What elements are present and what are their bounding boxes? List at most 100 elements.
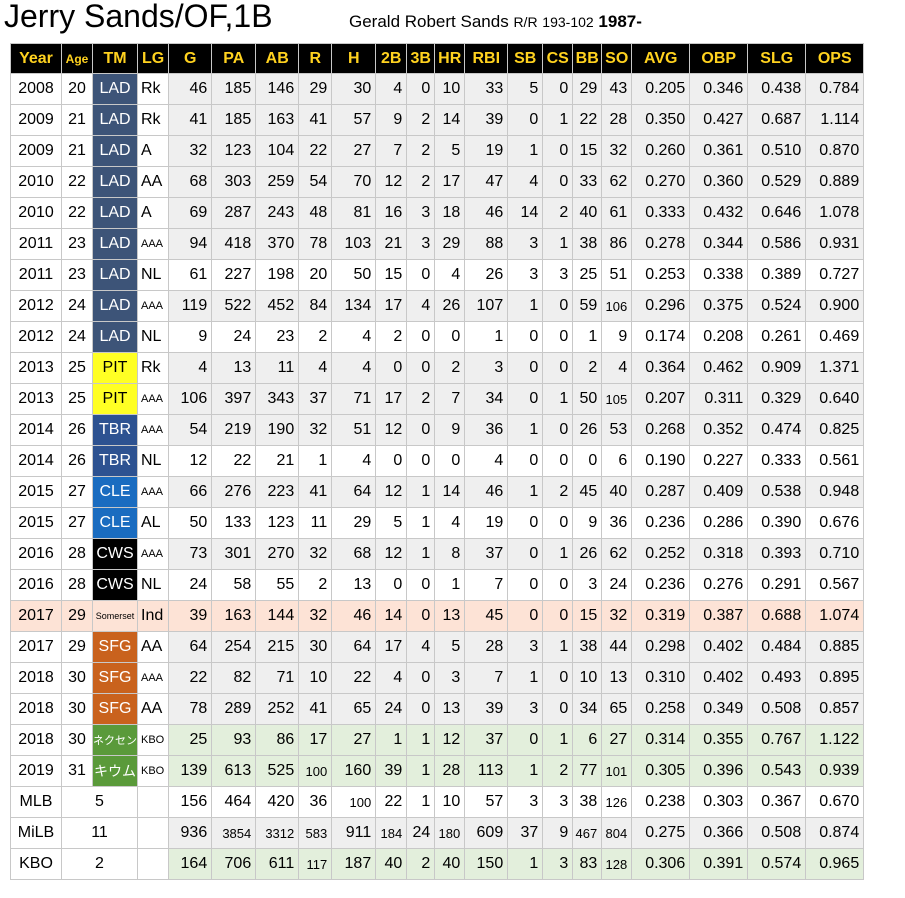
cell-obp: 0.361 [689,135,749,167]
cell-lg: NL [136,445,170,477]
totals-row: KBO 2 164 706 611 117 187 40 2 40 150 1 3 83 128 0.306 0… [10,848,865,880]
column-header-h[interactable]: H [331,43,377,74]
cell-avg: 0.298 [631,631,691,663]
cell-pa: 185 [211,104,257,136]
cell-ops: 0.640 [805,383,865,415]
cell-hr: 180 [434,817,466,849]
cell-sb: 1 [507,290,544,322]
cell-age: 27 [61,507,93,539]
cell-obp: 0.360 [689,166,749,198]
cell-lg: AAA [136,383,170,415]
totals-row: MLB 5 156 464 420 36 100 22 1 10 57 3 3 38 126 0.238 0.3… [10,786,865,818]
cell-g: 69 [168,197,213,229]
cell-cs: 0 [542,321,574,353]
column-header-lg[interactable]: LG [136,43,170,74]
cell-2b: 16 [375,197,408,229]
cell-ops: 1.114 [805,104,865,136]
cell-sb: 1 [507,414,544,446]
column-header-slg[interactable]: SLG [747,43,807,74]
column-header-avg[interactable]: AVG [631,43,691,74]
cell-g: 22 [168,662,213,694]
cell-avg: 0.205 [631,73,691,105]
cell-2b: 7 [375,135,408,167]
cell-tm: CWS [92,569,138,601]
cell-avg: 0.258 [631,693,691,725]
cell-3b: 2 [406,848,436,880]
column-header-2b[interactable]: 2B [375,43,408,74]
cell-ops: 0.874 [805,817,865,849]
column-header-age[interactable]: Age [61,43,93,74]
cell-h: 4 [331,352,377,384]
column-header-3b[interactable]: 3B [406,43,436,74]
cell-age: 25 [61,383,93,415]
column-header-hr[interactable]: HR [434,43,466,74]
cell-hr: 0 [434,321,466,353]
cell-cs: 9 [542,817,574,849]
totals-row: MiLB 11 936 3854 3312 583 911 184 24 180 609 37 9 467… [10,817,865,849]
cell-ops: 0.825 [805,414,865,446]
cell-g: 54 [168,414,213,446]
cell-rbi: 47 [464,166,509,198]
cell-h: 81 [331,197,377,229]
column-header-obp[interactable]: OBP [689,43,749,74]
table-row: 2019 31 キウム KBO 139 613 525 100 160 39 1 28 113 1 2 77 1… [10,755,865,787]
table-row: 2010 22 LAD AA 68 303 259 54 70 12 2 17 47 4 0 33 62 0.27… [10,166,865,198]
cell-rbi: 39 [464,104,509,136]
cell-tm: キウム [92,755,138,787]
cell-sb: 5 [507,73,544,105]
cell-avg: 0.260 [631,135,691,167]
column-header-cs[interactable]: CS [542,43,574,74]
cell-hr: 29 [434,228,466,260]
cell-ab: 370 [255,228,300,260]
cell-lg: NL [136,259,170,291]
cell-pa: 254 [211,631,257,663]
cell-year: 2018 [10,724,62,756]
cell-lg: NL [136,569,170,601]
cell-hr: 5 [434,631,466,663]
cell-h: 27 [331,724,377,756]
cell-2b: 12 [375,414,408,446]
cell-age: 26 [61,445,93,477]
cell-lg: Rk [136,104,170,136]
cell-lg: AAA [136,476,170,508]
cell-r: 1 [298,445,333,477]
cell-cs: 0 [542,693,574,725]
cell-hr: 10 [434,786,466,818]
cell-pa: 227 [211,259,257,291]
cell-so: 804 [601,817,633,849]
column-header-sb[interactable]: SB [507,43,544,74]
cell-r: 20 [298,259,333,291]
cell-pa: 24 [211,321,257,353]
cell-rbi: 34 [464,383,509,415]
column-header-r[interactable]: R [298,43,333,74]
column-header-bb[interactable]: BB [572,43,603,74]
cell-slg: 0.367 [747,786,807,818]
column-header-rbi[interactable]: RBI [464,43,509,74]
column-header-pa[interactable]: PA [211,43,257,74]
cell-ops: 0.567 [805,569,865,601]
cell-3b: 0 [406,662,436,694]
column-header-g[interactable]: G [168,43,213,74]
cell-age: 30 [61,693,93,725]
cell-cs: 2 [542,197,574,229]
column-header-year[interactable]: Year [10,43,62,74]
cell-hr: 14 [434,104,466,136]
cell-obp: 0.286 [689,507,749,539]
column-header-so[interactable]: SO [601,43,633,74]
cell-avg: 0.252 [631,538,691,570]
cell-2b: 22 [375,786,408,818]
cell-slg: 0.529 [747,166,807,198]
cell-3b: 2 [406,166,436,198]
cell-g: 73 [168,538,213,570]
cell-ab: 190 [255,414,300,446]
cell-age: 23 [61,259,93,291]
cell-lg: AAA [136,228,170,260]
column-header-tm[interactable]: TM [92,43,138,74]
totals-label: KBO [10,848,62,880]
cell-cs: 0 [542,166,574,198]
cell-r: 41 [298,476,333,508]
cell-hr: 0 [434,445,466,477]
column-header-ops[interactable]: OPS [805,43,865,74]
column-header-ab[interactable]: AB [255,43,300,74]
cell-slg: 0.508 [747,817,807,849]
